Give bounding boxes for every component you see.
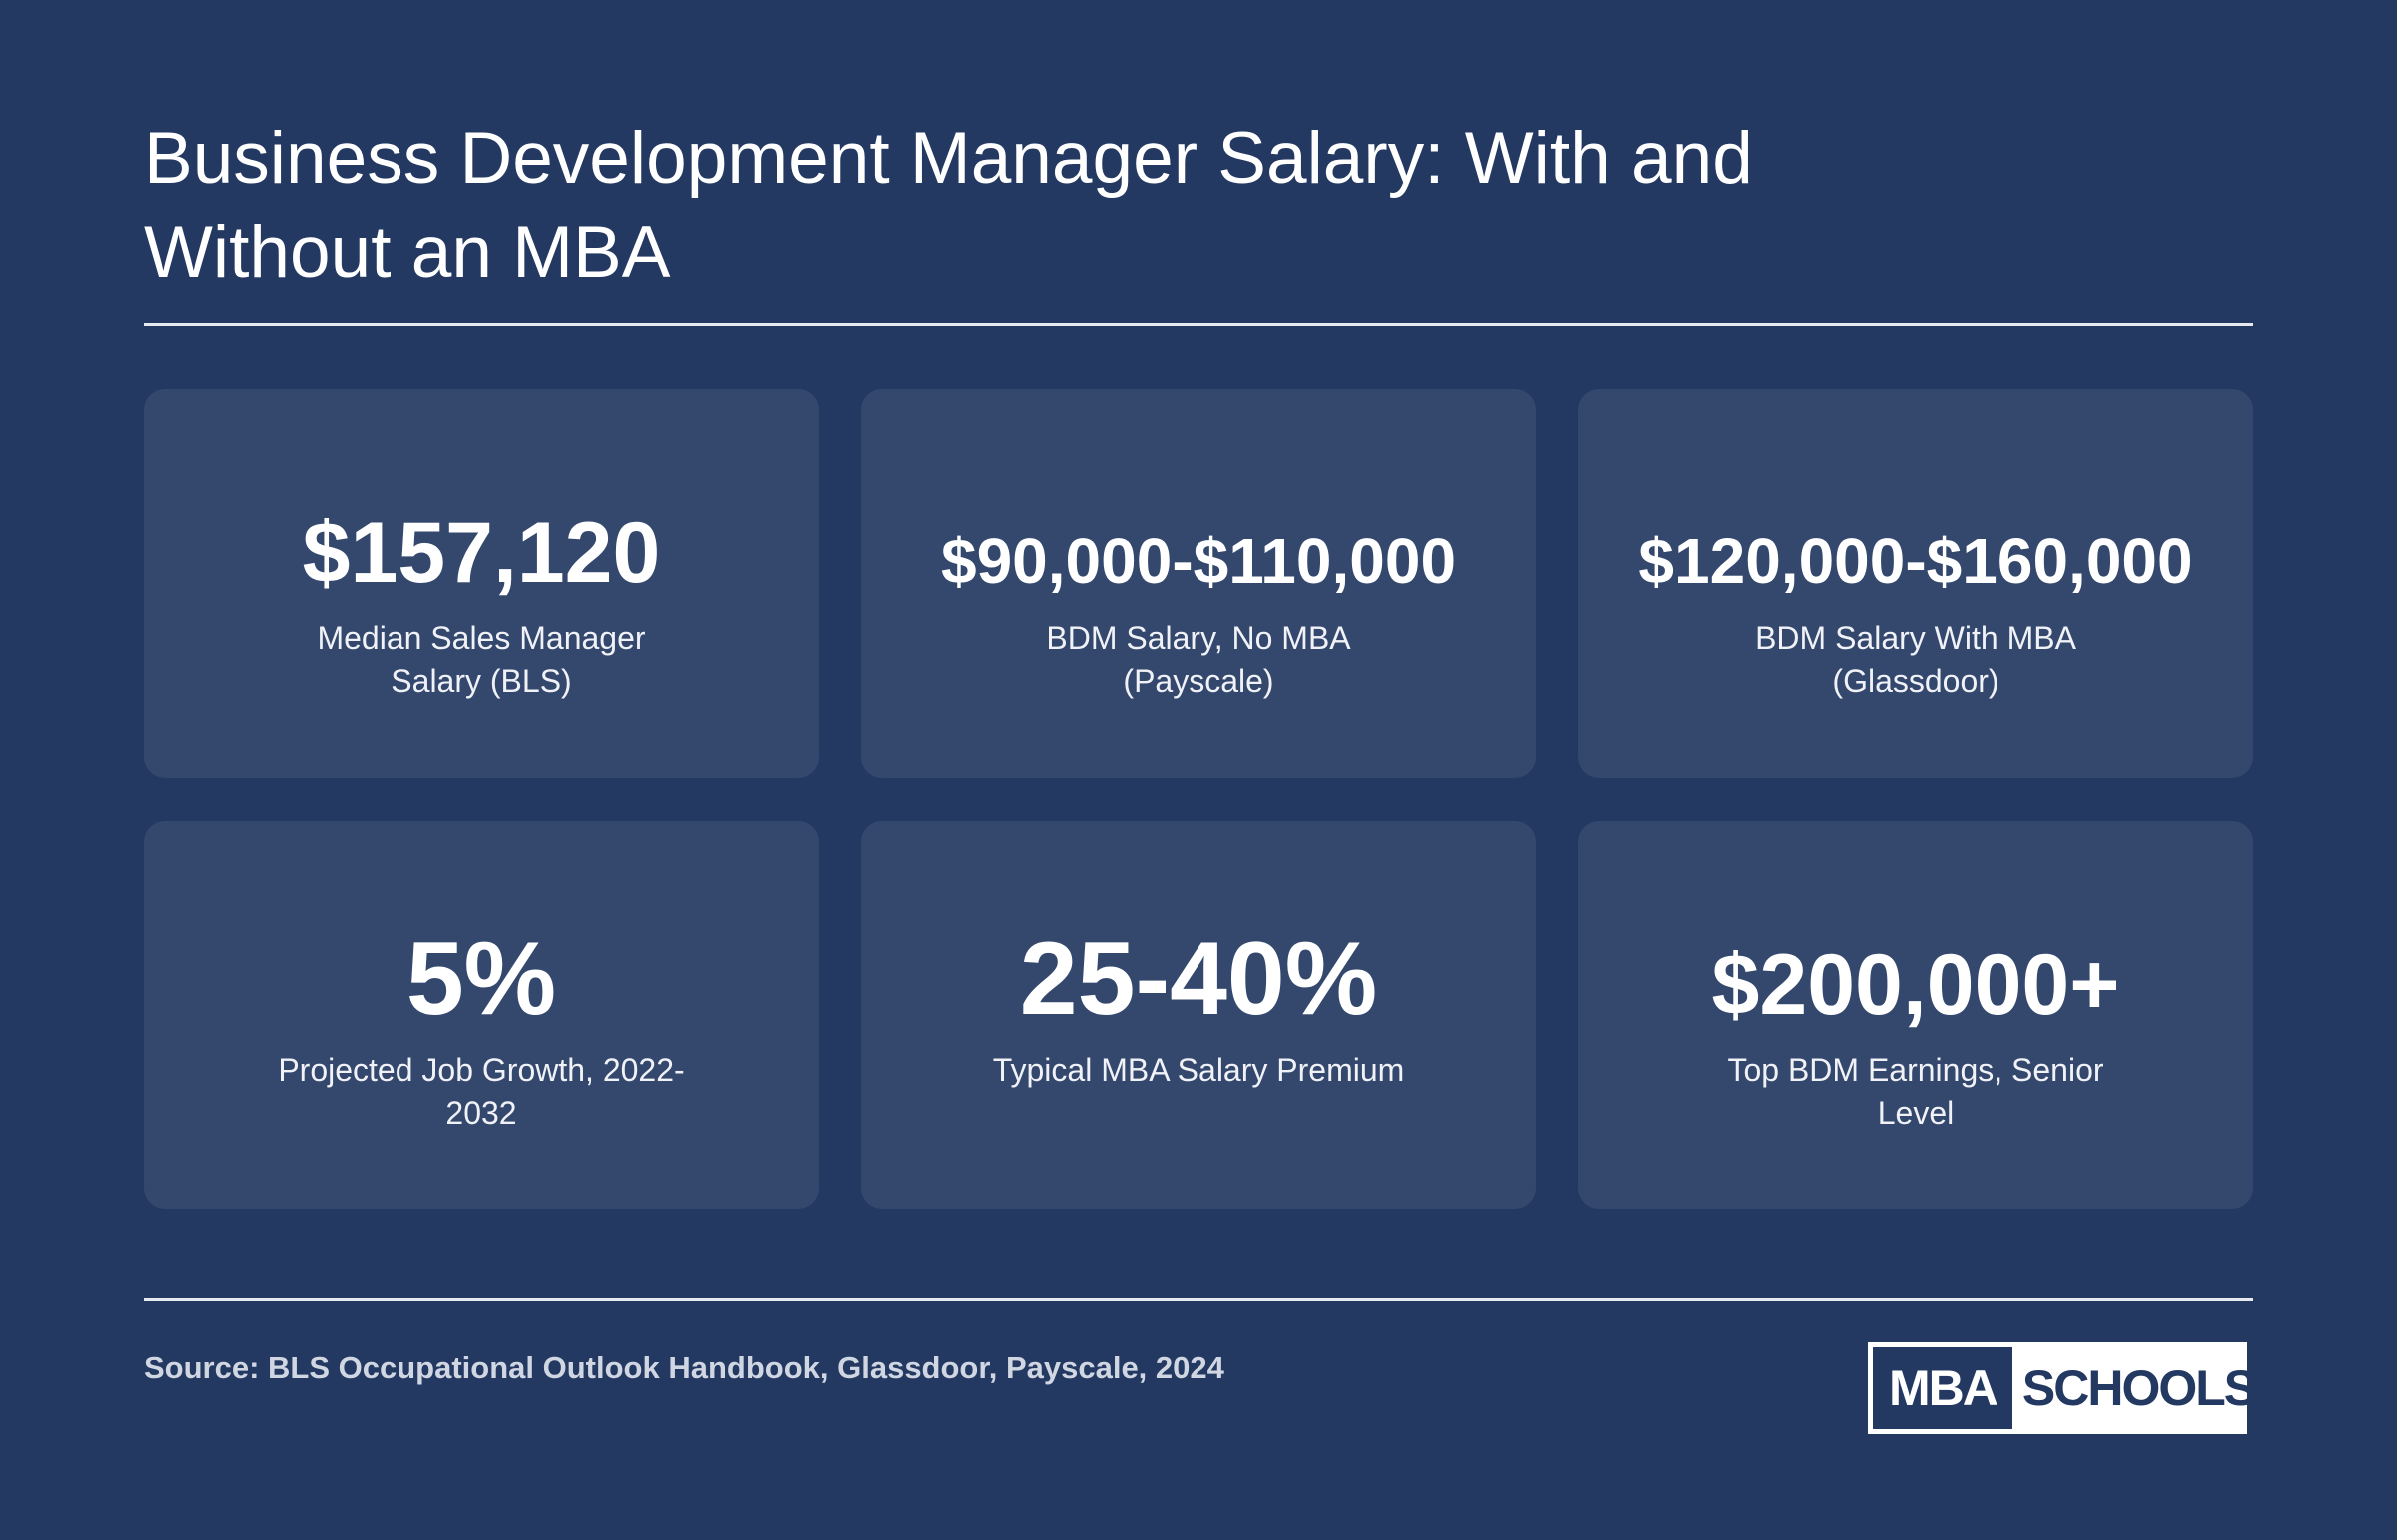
- stat-label: Projected Job Growth, 2022-2032: [278, 1052, 685, 1131]
- stat-card: $120,000-$160,000 BDM Salary With MBA (Gl…: [1578, 389, 2253, 778]
- stat-card: $200,000+ Top BDM Earnings, Senior Level: [1578, 821, 2253, 1209]
- logo: MBA SCHOOLS: [1868, 1342, 2257, 1434]
- stat-value: 5%: [405, 921, 557, 1037]
- stat-value: $120,000-$160,000: [1638, 525, 2193, 597]
- stat-value: $200,000+: [1711, 937, 2120, 1033]
- logo-right: SCHOOLS: [2021, 1360, 2257, 1416]
- stat-label: Top BDM Earnings, Senior Level: [1727, 1052, 2104, 1131]
- stat-value: $157,120: [302, 505, 661, 601]
- title: Business Development Manager Salary: Wit…: [144, 118, 1753, 293]
- divider: [144, 1298, 2253, 1301]
- stat-value: $90,000-$110,000: [940, 525, 1457, 597]
- stat-label: BDM Salary, No MBA (Payscale): [1046, 620, 1351, 699]
- stat-card: $157,120 Median Sales Manager Salary (BLS…: [144, 389, 819, 778]
- stat-label: BDM Salary With MBA (Glassdoor): [1755, 620, 2076, 699]
- logo-left: MBA: [1873, 1347, 2012, 1429]
- source: Source: BLS Occupational Outlook Handboo…: [144, 1350, 1224, 1385]
- stat-value: 25-40%: [1019, 921, 1378, 1037]
- stat-card: $90,000-$110,000 BDM Salary, No MBA (Pays…: [861, 389, 1536, 778]
- stat-label: Median Sales Manager Salary (BLS): [317, 620, 646, 699]
- stat-card: 25-40% Typical MBA Salary Premium: [861, 821, 1536, 1209]
- stat-card: 5% Projected Job Growth, 2022-2032: [144, 821, 819, 1209]
- stat-label: Typical MBA Salary Premium: [992, 1052, 1405, 1088]
- divider: [144, 323, 2253, 326]
